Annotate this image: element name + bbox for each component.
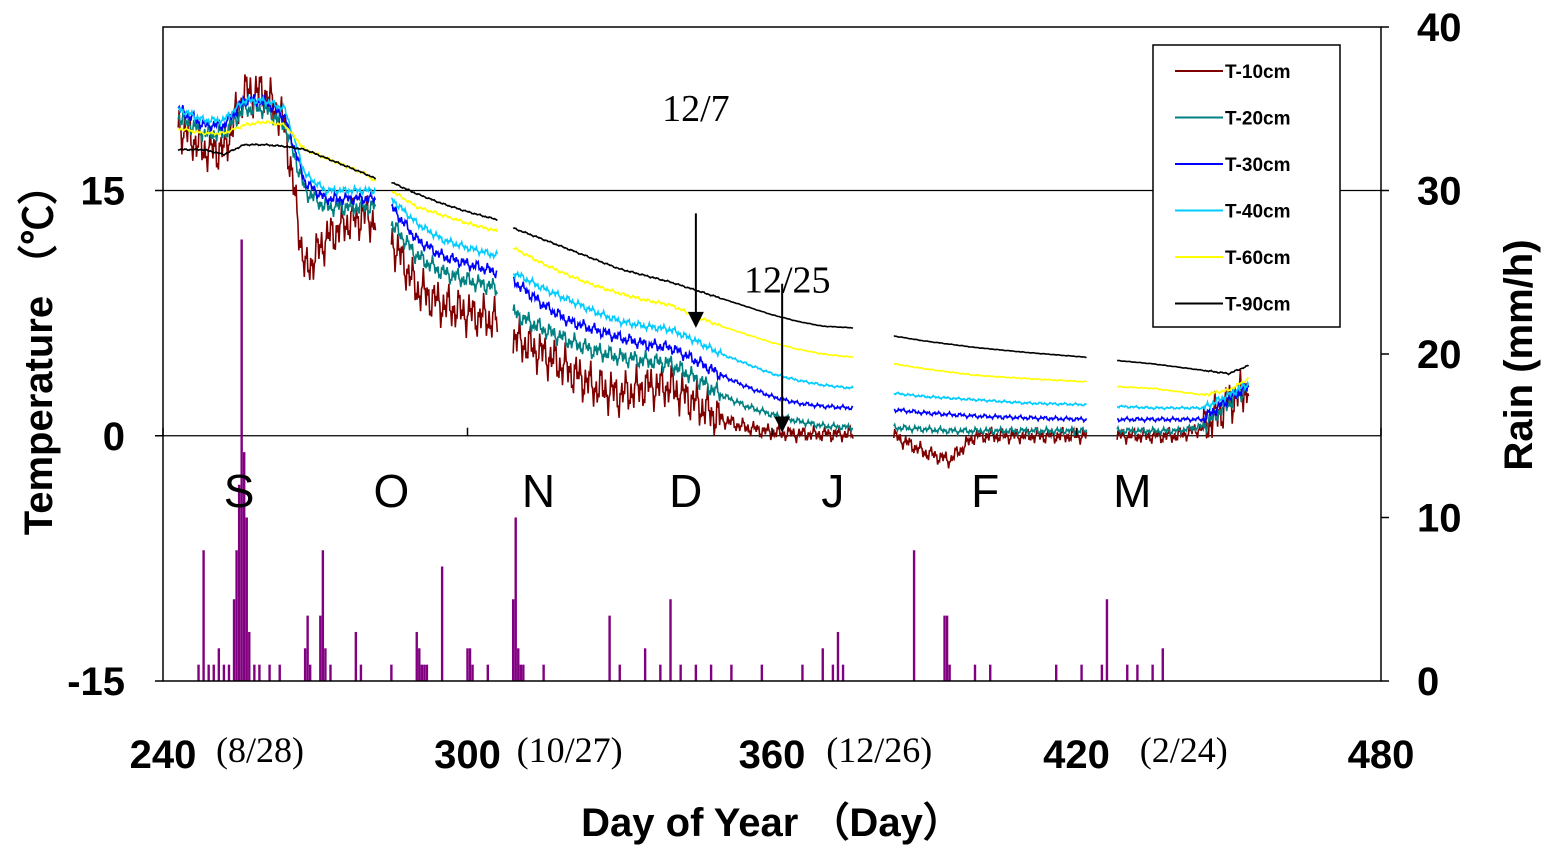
y-axis-title-left: Temperature （℃） <box>17 165 61 535</box>
month-label: F <box>971 465 999 517</box>
left-tick-label: -15 <box>67 660 125 704</box>
x-axis-title: Day of Year （Day） <box>581 801 963 845</box>
annotations: 12/7 12/25 <box>662 88 831 433</box>
series-line <box>512 246 854 359</box>
x-tick-label: 360 <box>739 733 806 777</box>
legend-label: T-40cm <box>1225 202 1290 223</box>
series-line <box>512 304 853 434</box>
series-line <box>1116 376 1250 397</box>
series-line <box>177 142 377 180</box>
right-tick-label: 40 <box>1417 6 1462 50</box>
axis-ticks <box>155 26 1389 682</box>
date-label: (8/28) <box>216 730 304 770</box>
month-label: M <box>1113 465 1151 517</box>
series-line <box>512 276 854 411</box>
month-label: D <box>669 465 702 517</box>
x-tick-label: 240 <box>130 733 197 777</box>
right-tick-label: 30 <box>1417 170 1462 214</box>
left-axis-tick-labels: -15 0 15 <box>67 170 125 705</box>
series-line <box>1117 380 1250 412</box>
right-tick-label: 20 <box>1417 333 1462 377</box>
date-label: (2/24) <box>1140 730 1228 770</box>
month-label: O <box>373 465 409 517</box>
legend-label: T-90cm <box>1225 295 1290 316</box>
series-line <box>512 315 854 444</box>
series-line <box>893 406 1088 424</box>
legend-label: T-10cm <box>1225 62 1290 83</box>
temperature-series <box>177 74 1250 469</box>
series-line <box>1117 382 1250 424</box>
series-line <box>390 203 498 279</box>
series-line <box>177 98 377 218</box>
left-tick-label: 15 <box>81 170 126 214</box>
date-label: (12/26) <box>826 730 932 770</box>
y-axis-title-right: Rain (mm/h) <box>1497 239 1541 470</box>
series-line <box>512 227 854 329</box>
series-line <box>390 228 499 339</box>
series-line <box>893 391 1087 407</box>
annotation-label: 12/25 <box>744 259 831 301</box>
date-label: (10/27) <box>517 730 623 770</box>
annotation-arrowhead <box>774 416 791 433</box>
legend-label: T-20cm <box>1225 109 1290 130</box>
series-line <box>391 181 498 222</box>
series-line <box>893 335 1087 359</box>
series-line <box>178 93 377 198</box>
series-line <box>893 426 1088 469</box>
series-line <box>177 74 377 281</box>
right-axis-tick-labels: 0 10 20 30 40 <box>1417 6 1462 704</box>
series-line <box>893 362 1087 383</box>
rain-bars <box>197 239 1164 681</box>
month-label: S <box>224 465 255 517</box>
x-tick-label: 300 <box>434 733 501 777</box>
series-line <box>390 197 499 261</box>
series-line <box>893 422 1088 438</box>
legend: T-10cm T-20cm T-30cm T-40cm T-60cm T-90cm <box>1152 44 1341 328</box>
legend-label: T-30cm <box>1225 155 1290 176</box>
series-line <box>1117 359 1249 376</box>
series-line <box>391 190 499 233</box>
legend-box <box>1152 44 1341 328</box>
series-line <box>390 221 499 296</box>
series-line <box>512 270 854 390</box>
legend-label: T-60cm <box>1225 248 1290 269</box>
month-label: J <box>821 465 844 517</box>
right-tick-label: 0 <box>1417 660 1439 704</box>
date-labels: (8/28) (10/27) (12/26) (2/24) <box>216 730 1228 770</box>
x-tick-label: 420 <box>1043 733 1110 777</box>
left-tick-label: 0 <box>103 415 125 459</box>
x-axis-tick-labels: 240 300 360 420 480 <box>130 733 1415 777</box>
month-label: N <box>522 465 555 517</box>
annotation-label: 12/7 <box>662 88 730 130</box>
series-line <box>1116 383 1249 438</box>
x-tick-label: 480 <box>1348 733 1415 777</box>
right-tick-label: 10 <box>1417 497 1462 541</box>
annotation-arrowhead <box>687 311 704 328</box>
